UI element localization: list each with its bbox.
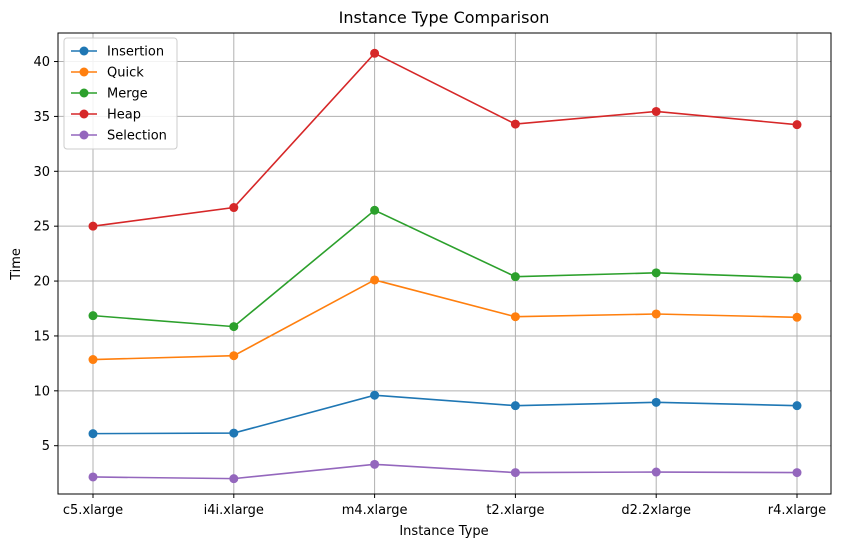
- data-point-insertion: [510, 401, 520, 411]
- series-insertion: [88, 390, 802, 439]
- legend-label-insertion: Insertion: [107, 45, 164, 60]
- data-point-quick: [370, 275, 380, 285]
- legend-marker-merge: [79, 88, 89, 98]
- y-axis-ticks: 5 10 15 20 25 30 35 40: [33, 55, 58, 454]
- x-tick-label: r4.xlarge: [768, 503, 826, 518]
- x-tick-label: m4.xlarge: [342, 503, 408, 518]
- y-tick-label: 25: [33, 220, 50, 235]
- data-point-quick: [229, 351, 239, 361]
- y-tick-label: 15: [33, 329, 50, 344]
- y-tick-label: 35: [33, 110, 50, 125]
- data-point-selection: [510, 468, 520, 478]
- series-quick: [88, 275, 802, 365]
- grid: [58, 33, 831, 494]
- plot-frame: [57, 32, 832, 495]
- data-point-merge: [229, 322, 239, 332]
- data-point-merge: [370, 205, 380, 215]
- data-point-selection: [229, 474, 239, 484]
- series-merge: [88, 205, 802, 332]
- data-point-merge: [792, 273, 802, 283]
- series-line-insertion: [92, 394, 798, 435]
- y-tick-label: 10: [33, 384, 50, 399]
- data-point-heap: [651, 106, 661, 116]
- data-point-heap: [229, 203, 239, 213]
- data-point-heap: [792, 120, 802, 130]
- legend-marker-selection: [79, 130, 89, 140]
- series-line-merge: [92, 209, 798, 328]
- data-point-merge: [88, 311, 98, 321]
- data-point-selection: [651, 467, 661, 477]
- data-point-heap: [88, 221, 98, 231]
- data-point-insertion: [370, 390, 380, 400]
- y-tick-label: 5: [42, 439, 50, 454]
- x-tick-label: t2.xlarge: [486, 503, 544, 518]
- data-point-quick: [510, 312, 520, 322]
- legend-label-heap: Heap: [107, 108, 141, 123]
- data-point-heap: [370, 48, 380, 58]
- x-tick-label: c5.xlarge: [63, 503, 123, 518]
- x-axis-title: Instance Type: [399, 524, 488, 539]
- data-point-insertion: [792, 401, 802, 411]
- data-point-quick: [651, 309, 661, 319]
- legend-label-quick: Quick: [107, 66, 144, 81]
- legend-label-selection: Selection: [107, 129, 167, 144]
- data-point-quick: [792, 312, 802, 322]
- x-tick-label: d2.2xlarge: [621, 503, 691, 518]
- legend-marker-quick: [79, 67, 89, 77]
- legend-box: [63, 37, 178, 150]
- data-point-selection: [792, 468, 802, 478]
- legend-marker-heap: [79, 109, 89, 119]
- series-line-quick: [92, 279, 798, 361]
- series-line-heap: [92, 52, 798, 227]
- data-point-merge: [651, 268, 661, 278]
- series-line-selection: [92, 463, 798, 480]
- data-point-insertion: [229, 428, 239, 438]
- series-heap: [88, 48, 802, 231]
- data-point-selection: [370, 459, 380, 469]
- y-axis-title: Time: [9, 248, 24, 281]
- series-layer: [88, 48, 802, 484]
- y-tick-label: 40: [33, 55, 50, 70]
- x-axis-ticks: c5.xlarge i4i.xlarge m4.xlarge t2.xlarge d2.…: [63, 494, 826, 518]
- x-tick-label: i4i.xlarge: [204, 503, 264, 518]
- legend-marker-insertion: [79, 46, 89, 56]
- y-tick-label: 20: [33, 275, 50, 290]
- data-point-merge: [510, 272, 520, 282]
- data-point-heap: [510, 119, 520, 129]
- series-selection: [88, 459, 802, 484]
- y-tick-label: 30: [33, 165, 50, 180]
- legend-label-merge: Merge: [107, 87, 148, 102]
- chart-title: Instance Type Comparison: [339, 8, 550, 27]
- legend: Insertion Quick Merge Heap Selection: [63, 37, 178, 150]
- data-point-quick: [88, 355, 98, 365]
- data-point-insertion: [88, 429, 98, 439]
- data-point-insertion: [651, 397, 661, 407]
- data-point-selection: [88, 472, 98, 482]
